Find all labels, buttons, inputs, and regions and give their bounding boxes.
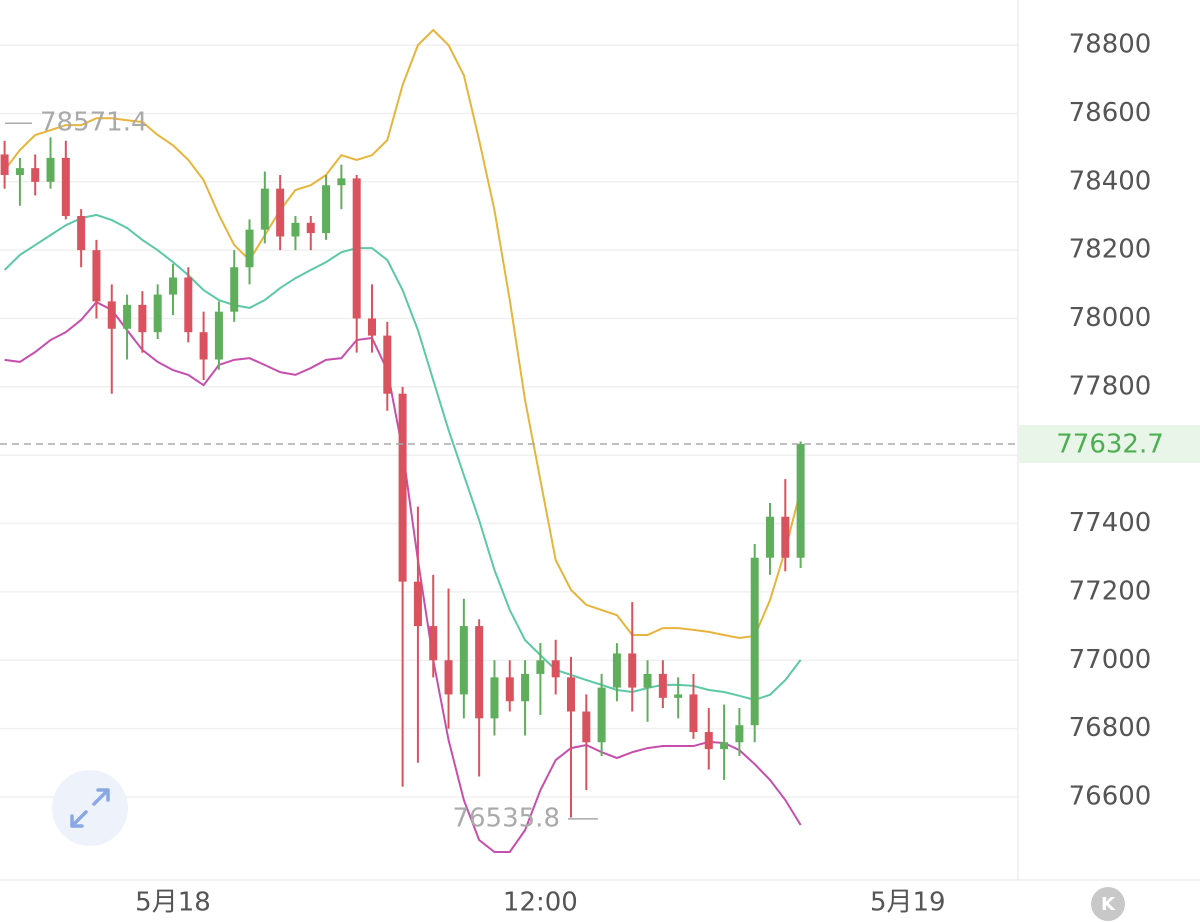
min-label: 76535.8 xyxy=(452,803,560,833)
candle-body xyxy=(15,168,24,175)
candle-body xyxy=(551,660,560,678)
y-tick-label: 76800 xyxy=(1069,713,1152,743)
y-tick-label: 78000 xyxy=(1069,303,1152,333)
candle-body xyxy=(245,229,254,268)
candle-body xyxy=(766,516,775,558)
candle-body xyxy=(521,673,530,702)
candle-body xyxy=(413,581,422,627)
candle-body xyxy=(720,742,729,750)
candle-body xyxy=(781,516,790,558)
candle-body xyxy=(0,154,9,175)
candle-body xyxy=(490,677,499,719)
candle-body xyxy=(735,725,744,743)
x-tick-label: 5月18 xyxy=(135,888,211,918)
candle-body xyxy=(322,185,331,234)
candle-body xyxy=(674,694,683,698)
candle-body xyxy=(459,626,468,695)
k-button[interactable]: K xyxy=(1091,887,1125,921)
y-tick-label: 77000 xyxy=(1069,645,1152,675)
y-tick-label: 78600 xyxy=(1069,98,1152,128)
candle-body xyxy=(214,311,223,360)
candle-body xyxy=(352,178,361,319)
candle-body xyxy=(383,335,392,394)
candle-body xyxy=(658,673,667,698)
candle-body xyxy=(31,168,40,182)
candle-body xyxy=(643,673,652,688)
max-label: 78571.4 xyxy=(40,108,148,138)
candle-body xyxy=(61,157,70,216)
candle-body xyxy=(46,157,55,182)
candle-body xyxy=(536,660,545,674)
candle-body xyxy=(398,393,407,582)
candle-body xyxy=(184,277,193,333)
y-tick-label: 77200 xyxy=(1069,576,1152,606)
candle-body xyxy=(796,444,805,558)
candle-body xyxy=(199,332,208,360)
candle-body xyxy=(704,732,713,750)
candle-body xyxy=(77,215,86,251)
candle-body xyxy=(597,687,606,743)
candle-body xyxy=(612,653,621,688)
y-tick-label: 76600 xyxy=(1069,781,1152,811)
x-tick-label: 12:00 xyxy=(503,888,578,918)
y-tick-label: 78400 xyxy=(1069,166,1152,196)
x-tick-label: 5月19 xyxy=(870,888,946,918)
y-tick-label: 77800 xyxy=(1069,371,1152,401)
candle-body xyxy=(505,677,514,702)
band-line xyxy=(3,28,802,640)
candle-body xyxy=(444,660,453,695)
candle-body xyxy=(582,711,591,743)
candle-body xyxy=(689,694,698,733)
candle-body xyxy=(628,653,637,688)
candle-body xyxy=(123,304,132,329)
candle-body xyxy=(367,318,376,336)
candle-body xyxy=(429,626,438,661)
expand-button-bg[interactable] xyxy=(52,770,128,846)
y-tick-label: 78800 xyxy=(1069,30,1152,60)
candle-body xyxy=(276,188,285,237)
candle-body xyxy=(260,188,269,230)
candle-body xyxy=(337,178,346,186)
candle-body xyxy=(291,222,300,237)
candle-body xyxy=(566,677,575,712)
candle-body xyxy=(750,557,759,726)
expand-button[interactable] xyxy=(52,770,128,846)
candle-body xyxy=(107,301,116,329)
candle-body xyxy=(168,277,177,295)
candle-body xyxy=(306,222,315,234)
y-tick-label: 78200 xyxy=(1069,235,1152,265)
y-tick-label: 77400 xyxy=(1069,508,1152,538)
expand-icon[interactable] xyxy=(70,788,110,828)
candle-body xyxy=(92,250,101,302)
last-price-box xyxy=(1018,425,1200,464)
candle-body xyxy=(138,304,147,333)
candle-body xyxy=(475,626,484,719)
k-button-label[interactable]: K xyxy=(1101,894,1116,915)
candle-body xyxy=(230,267,239,312)
band-line xyxy=(3,213,802,701)
k-button-bg[interactable] xyxy=(1091,887,1125,921)
candle-body xyxy=(153,294,162,333)
last-price-label: 77632.7 xyxy=(1056,430,1164,460)
